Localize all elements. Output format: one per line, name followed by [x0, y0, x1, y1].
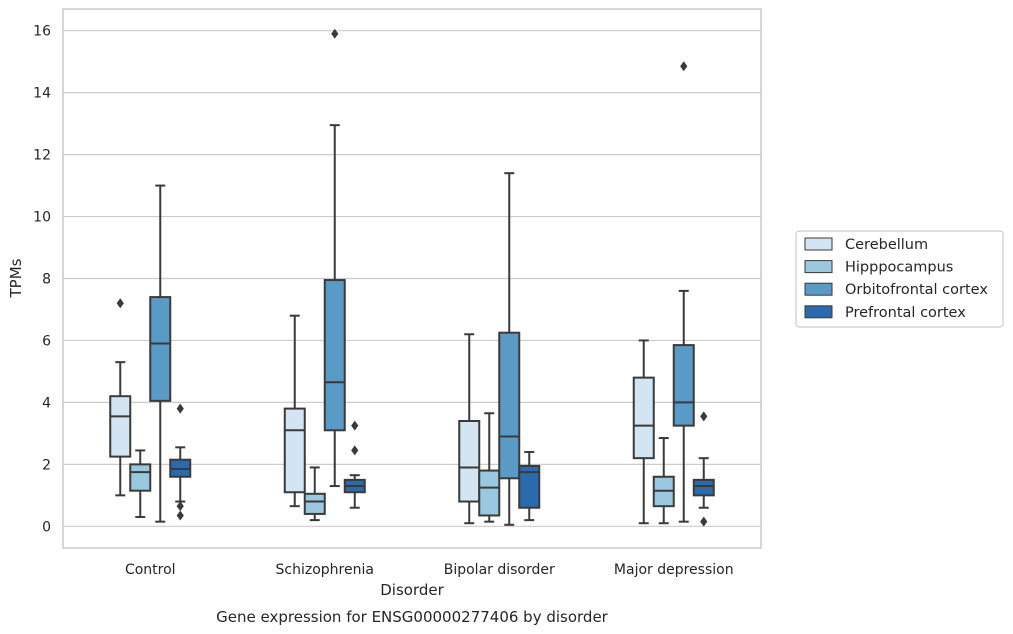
x-tick-label: Bipolar disorder [444, 562, 555, 578]
legend-swatch [804, 237, 833, 251]
box-hipppocampus-3 [652, 437, 675, 525]
outlier-point [351, 420, 359, 431]
outlier-point [680, 61, 688, 72]
boxes [109, 28, 715, 527]
box-prefrontal-cortex-1 [343, 420, 366, 509]
box-prefrontal-cortex-2 [518, 450, 541, 522]
y-tick-label: 10 [33, 210, 51, 226]
y-tick-label: 16 [33, 24, 51, 40]
x-tick-label: Control [125, 562, 176, 578]
y-tick-label: 14 [33, 86, 51, 102]
outlier-point [116, 298, 124, 309]
chart-caption: Gene expression for ENSG00000277406 by d… [216, 608, 609, 626]
outlier-point [331, 28, 339, 39]
box-body [129, 463, 152, 492]
box-prefrontal-cortex-0 [169, 403, 192, 521]
y-tick-label: 2 [42, 457, 51, 473]
x-tick-label: Major depression [614, 562, 734, 578]
box-cerebellum-2 [458, 333, 481, 525]
legend-frame [795, 230, 1004, 328]
outlier-point [700, 516, 708, 527]
box-orbitofrontal-cortex-3 [672, 61, 695, 523]
gridlines [63, 30, 761, 527]
legend-label: Prefrontal cortex [845, 305, 966, 321]
box-body [672, 344, 695, 427]
box-cerebellum-0 [109, 298, 132, 497]
legend-swatch [804, 305, 833, 319]
box-body [478, 469, 501, 517]
box-body [458, 419, 481, 503]
box-body [283, 407, 306, 494]
legend-swatch [804, 282, 833, 296]
y-tick-label: 0 [42, 519, 51, 535]
box-body [109, 395, 132, 458]
box-orbitofrontal-cortex-2 [498, 172, 521, 526]
legend-label: Hipppocampus [845, 260, 953, 276]
box-body [632, 376, 655, 460]
outlier-point [176, 403, 184, 414]
legend-swatch [804, 260, 833, 274]
x-tick-label: Schizophrenia [276, 562, 374, 578]
axes: 0 2 4 6 8 10 12 14 16 Control Schizophrenia Bipolar… [33, 8, 762, 578]
box-hipppocampus-1 [303, 466, 326, 522]
box-prefrontal-cortex-3 [692, 411, 715, 527]
box-hipppocampus-2 [478, 412, 501, 523]
box-body [303, 492, 326, 515]
box-body [518, 464, 541, 509]
y-tick-label: 4 [42, 395, 51, 411]
y-tick-label: 12 [33, 148, 51, 164]
plot-frame [62, 8, 762, 549]
box-hipppocampus-0 [129, 449, 152, 519]
outlier-point [351, 445, 359, 456]
box-cerebellum-1 [283, 314, 306, 508]
box-body [692, 478, 715, 497]
outlier-point [176, 501, 184, 512]
box-orbitofrontal-cortex-0 [149, 184, 172, 523]
box-orbitofrontal-cortex-1 [323, 28, 346, 488]
box-body [323, 279, 346, 432]
legend-label: Orbitofrontal cortex [845, 282, 988, 298]
legend: Cerebellum Hipppocampus Orbitofrontal cort… [795, 230, 1004, 328]
box-cerebellum-3 [632, 339, 655, 525]
y-tick-label: 8 [42, 272, 51, 288]
y-axis-label: TPMs [7, 258, 25, 298]
outlier-point [176, 510, 184, 521]
outlier-point [700, 411, 708, 422]
y-tick-label: 6 [42, 333, 51, 349]
legend-label: Cerebellum [845, 237, 928, 253]
x-axis-label: Disorder [380, 581, 444, 599]
box-body [149, 296, 172, 402]
box-body [498, 331, 521, 480]
